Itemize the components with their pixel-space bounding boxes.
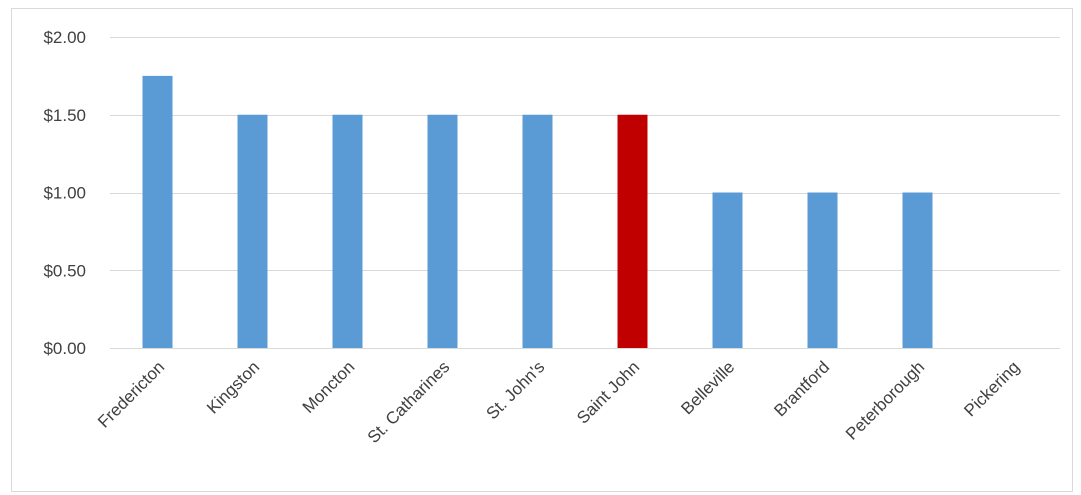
bar-fredericton <box>142 75 173 348</box>
x-tick-label: Peterborough <box>842 357 928 443</box>
bar-peterborough <box>902 192 933 348</box>
bar-moncton <box>332 114 363 348</box>
y-tick-label: $1.50 <box>43 106 86 125</box>
bar-brantford <box>807 192 838 348</box>
y-tick-label: $0.50 <box>43 261 86 280</box>
gridlines <box>110 37 1060 349</box>
x-tick-label: Fredericton <box>94 357 168 431</box>
x-tick-label: Brantford <box>770 357 833 420</box>
bar-belleville <box>712 192 743 348</box>
x-tick-label: Belleville <box>677 357 738 418</box>
x-tick-label: St. Catharines <box>364 357 454 447</box>
x-tick-label: St. John's <box>482 357 548 423</box>
bar-st-john-s <box>522 114 553 348</box>
x-axis-ticks: Fredericton Kingston Moncton St. Catharines… <box>94 357 1023 447</box>
bar-st-catharines <box>427 114 458 348</box>
y-tick-label: $1.00 <box>43 184 86 203</box>
y-tick-label: $2.00 <box>43 28 86 47</box>
x-tick-label: Saint John <box>573 357 643 427</box>
bar-saint-john <box>617 114 648 348</box>
bars <box>142 75 933 348</box>
x-tick-label: Pickering <box>960 357 1023 420</box>
bar-kingston <box>237 114 268 348</box>
x-tick-label: Kingston <box>203 357 263 417</box>
y-axis-ticks: $0.00 $0.50 $1.00 $1.50 $2.00 <box>43 28 86 358</box>
x-tick-label: Moncton <box>299 357 359 417</box>
y-tick-label: $0.00 <box>43 339 86 358</box>
